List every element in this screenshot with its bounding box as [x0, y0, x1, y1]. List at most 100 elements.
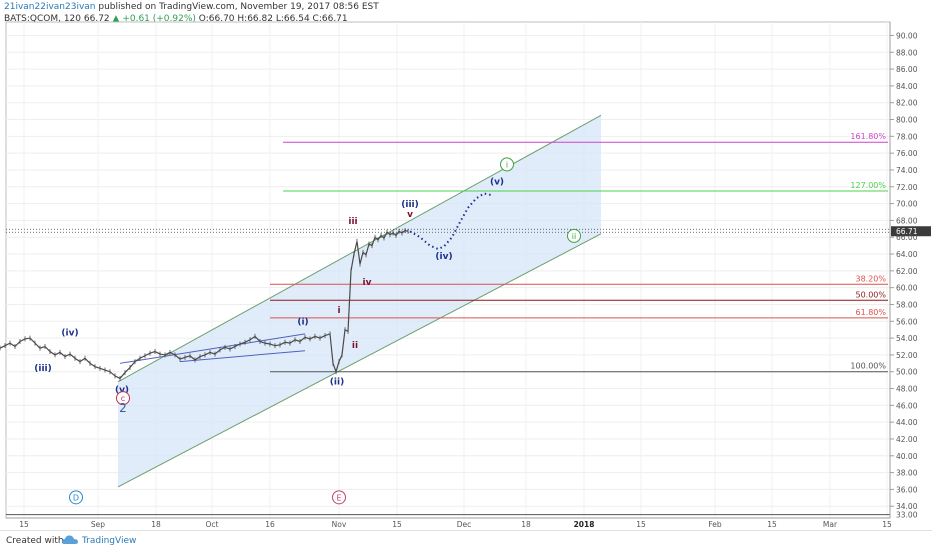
y-tick-label: 72.00 — [896, 183, 918, 192]
wave-label: v — [407, 210, 413, 220]
wave-label-circle — [567, 228, 581, 243]
y-tick-label: 86.00 — [896, 65, 918, 74]
y-tick-label: 68.00 — [896, 216, 918, 225]
wave-label: i — [506, 160, 508, 169]
close-text: C:66.71 — [312, 14, 348, 24]
wave-label: iv — [363, 278, 372, 288]
wave-label: (iv) — [435, 252, 452, 262]
y-tick-label: 74.00 — [896, 166, 918, 175]
wave-label: (v) — [490, 177, 504, 187]
x-tick-label: Mar — [823, 520, 838, 529]
price-series — [0, 227, 409, 381]
y-tick-label: 58.00 — [896, 300, 918, 309]
y-tick-label: 66.00 — [896, 233, 918, 242]
y-tick-label: 88.00 — [896, 48, 918, 57]
x-tick-label: 18 — [521, 520, 531, 529]
y-tick-label: 54.00 — [896, 334, 918, 343]
open-text: O:66.70 — [198, 14, 235, 24]
y-axis: 90.00 88.00 86.00 84.00 82.00 80.00 78.00 76.00… — [889, 22, 918, 518]
y-tick-label: 56.00 — [896, 317, 918, 326]
y-tick-label: 90.00 — [896, 31, 918, 40]
wave-label: ii — [352, 341, 358, 351]
fib-label: 61.80% — [855, 308, 886, 317]
footer-bar: Created with TradingView — [0, 530, 932, 551]
last-price-badge — [891, 226, 931, 237]
reference-lines: 66.71 33.00 — [6, 226, 931, 520]
x-tick-label: 15 — [636, 520, 646, 529]
wave-label-circle — [116, 391, 130, 406]
y-tick-label: 64.00 — [896, 250, 918, 259]
high-text: H:66.82 — [237, 14, 273, 24]
y-tick-label: 52.00 — [896, 351, 918, 360]
channel-lower-line — [117, 233, 602, 488]
x-tick-label: Dec — [457, 520, 472, 529]
tradingview-brand[interactable]: TradingView — [82, 536, 137, 546]
wave-label-circle — [332, 490, 346, 505]
y-tick-label: 46.00 — [896, 401, 918, 410]
y-tick-label: 36.00 — [896, 485, 918, 494]
wave-label: iii — [348, 217, 357, 227]
wave-label: i — [337, 306, 340, 316]
x-axis: 15 Sep 18 Oct 16 Nov 15 Dec 18 2018 15 Feb 15 Mar 15 — [6, 517, 892, 529]
wave-label: E — [336, 493, 341, 502]
chart-header: 21ivan22ivan23ivan published on TradingV… — [4, 1, 379, 25]
wave-label: D — [73, 493, 79, 502]
fib-label: 50.00% — [855, 290, 886, 299]
wave-labels: (iv)(iii)(v)c2(i)(ii)iiiiiiiv(iii)v(iv)(… — [34, 157, 581, 505]
x-tick-label: 15 — [392, 520, 402, 529]
wave-label: (i) — [297, 318, 308, 328]
y-tick-label: 38.00 — [896, 469, 918, 478]
tradingview-cloud-icon — [62, 535, 78, 544]
price-chart[interactable]: 161.80%127.00%38.20%50.00%61.80%100.00% … — [0, 0, 932, 530]
x-tick-label: Feb — [708, 520, 722, 529]
x-tick-label: 18 — [151, 520, 161, 529]
up-arrow-icon: ▲ — [112, 14, 120, 24]
y-tick-label: 34.00 — [896, 502, 918, 511]
wave-label: (iii) — [401, 200, 418, 210]
wave-label: c — [121, 394, 125, 403]
y-tick-label: 84.00 — [896, 82, 918, 91]
fib-label: 161.80% — [850, 132, 886, 141]
y-tick-label: 76.00 — [896, 149, 918, 158]
wave-label: (iv) — [61, 329, 78, 339]
price-channel — [117, 114, 602, 488]
fib-label: 38.20% — [855, 274, 886, 283]
grid — [6, 22, 890, 518]
y-tick-label: 40.00 — [896, 452, 918, 461]
wave-label: (v) — [115, 386, 129, 396]
wave-label-circle — [69, 490, 83, 505]
x-tick-label: 16 — [265, 520, 275, 529]
wave-label: (ii) — [330, 377, 344, 387]
x-tick-label: 15 — [767, 520, 777, 529]
wave-label: ii — [572, 232, 576, 241]
y-tick-label: 62.00 — [896, 267, 918, 276]
last-price-badge-label: 66.71 — [896, 227, 918, 236]
triangle-lower-line — [179, 350, 306, 363]
x-tick-label: Nov — [332, 520, 347, 529]
change-text: +0.61 (+0.92%) — [122, 14, 196, 24]
wave-label: 2 — [119, 401, 127, 415]
symbol-text: BATS:QCOM, 120 — [4, 14, 81, 24]
x-tick-label: Sep — [91, 520, 105, 529]
triangle-upper-line — [119, 333, 306, 364]
created-with-text: Created with — [6, 536, 64, 546]
author-link[interactable]: 21ivan22ivan23ivan — [4, 2, 96, 12]
fib-label: 127.00% — [850, 181, 886, 190]
y-tick-label: 48.00 — [896, 385, 918, 394]
bottom-level-label: 33.00 — [896, 511, 918, 520]
y-tick-label: 50.00 — [896, 368, 918, 377]
y-tick-label: 60.00 — [896, 284, 918, 293]
y-tick-label: 70.00 — [896, 200, 918, 209]
x-tick-label: 15 — [882, 520, 892, 529]
x-tick-label: 15 — [19, 520, 29, 529]
x-tick-label: 2018 — [574, 520, 595, 529]
y-tick-label: 82.00 — [896, 99, 918, 108]
y-tick-label: 44.00 — [896, 418, 918, 427]
wave-label-circle — [500, 157, 514, 172]
y-tick-label: 80.00 — [896, 116, 918, 125]
channel-upper-line — [117, 114, 602, 383]
fib-label: 100.00% — [850, 362, 886, 371]
y-tick-label: 78.00 — [896, 132, 918, 141]
low-text: L:66.54 — [275, 14, 310, 24]
x-tick-label: Oct — [206, 520, 219, 529]
